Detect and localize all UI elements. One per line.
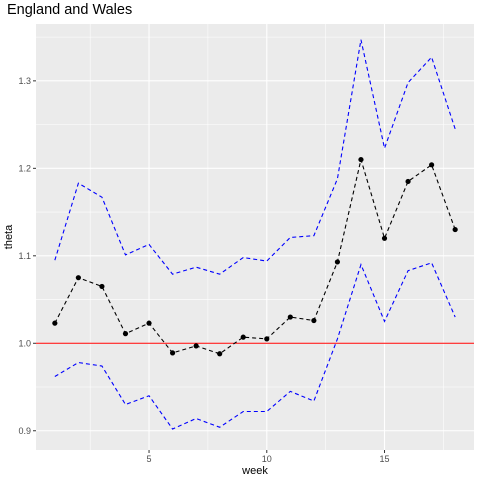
x-axis-title: week [241, 465, 268, 477]
points-layer [52, 156, 458, 357]
x-tick-label: 5 [147, 454, 152, 464]
y-tick-label: 1.2 [18, 163, 31, 173]
data-point [52, 320, 58, 326]
x-tick-label: 10 [262, 454, 272, 464]
data-point [146, 320, 152, 326]
minor-gridlines [36, 24, 474, 450]
chart-title: England and Wales [7, 2, 133, 18]
x-tick-label: 15 [380, 454, 390, 464]
y-axis-title: theta [3, 224, 15, 249]
y-tick-label: 1.0 [18, 338, 31, 348]
series-layer [54, 39, 456, 430]
data-point [264, 336, 270, 342]
y-tick-label: 1.1 [18, 251, 31, 261]
data-point [193, 343, 199, 349]
series-line-estimate [54, 157, 456, 355]
data-point [75, 275, 81, 281]
data-point [287, 314, 293, 320]
data-point [334, 259, 341, 265]
data-point [429, 162, 435, 168]
data-point [122, 331, 129, 337]
data-point [217, 351, 223, 357]
y-tick-label: 1.3 [18, 76, 31, 86]
data-point [381, 235, 388, 241]
y-tick-label: 0.9 [18, 426, 31, 436]
data-point [311, 317, 317, 324]
data-point [99, 283, 105, 290]
data-point [240, 334, 246, 340]
series-line-upper [54, 39, 456, 275]
series-line-lower [54, 262, 456, 430]
tick-labels: 5 10 15 0.9 1.0 1.1 1.2 1.3 [18, 76, 389, 464]
data-point [405, 178, 411, 185]
data-point [358, 156, 364, 163]
data-point [452, 226, 458, 233]
axis-ticks [33, 80, 386, 453]
data-point [169, 350, 176, 356]
panel-background [36, 24, 474, 450]
